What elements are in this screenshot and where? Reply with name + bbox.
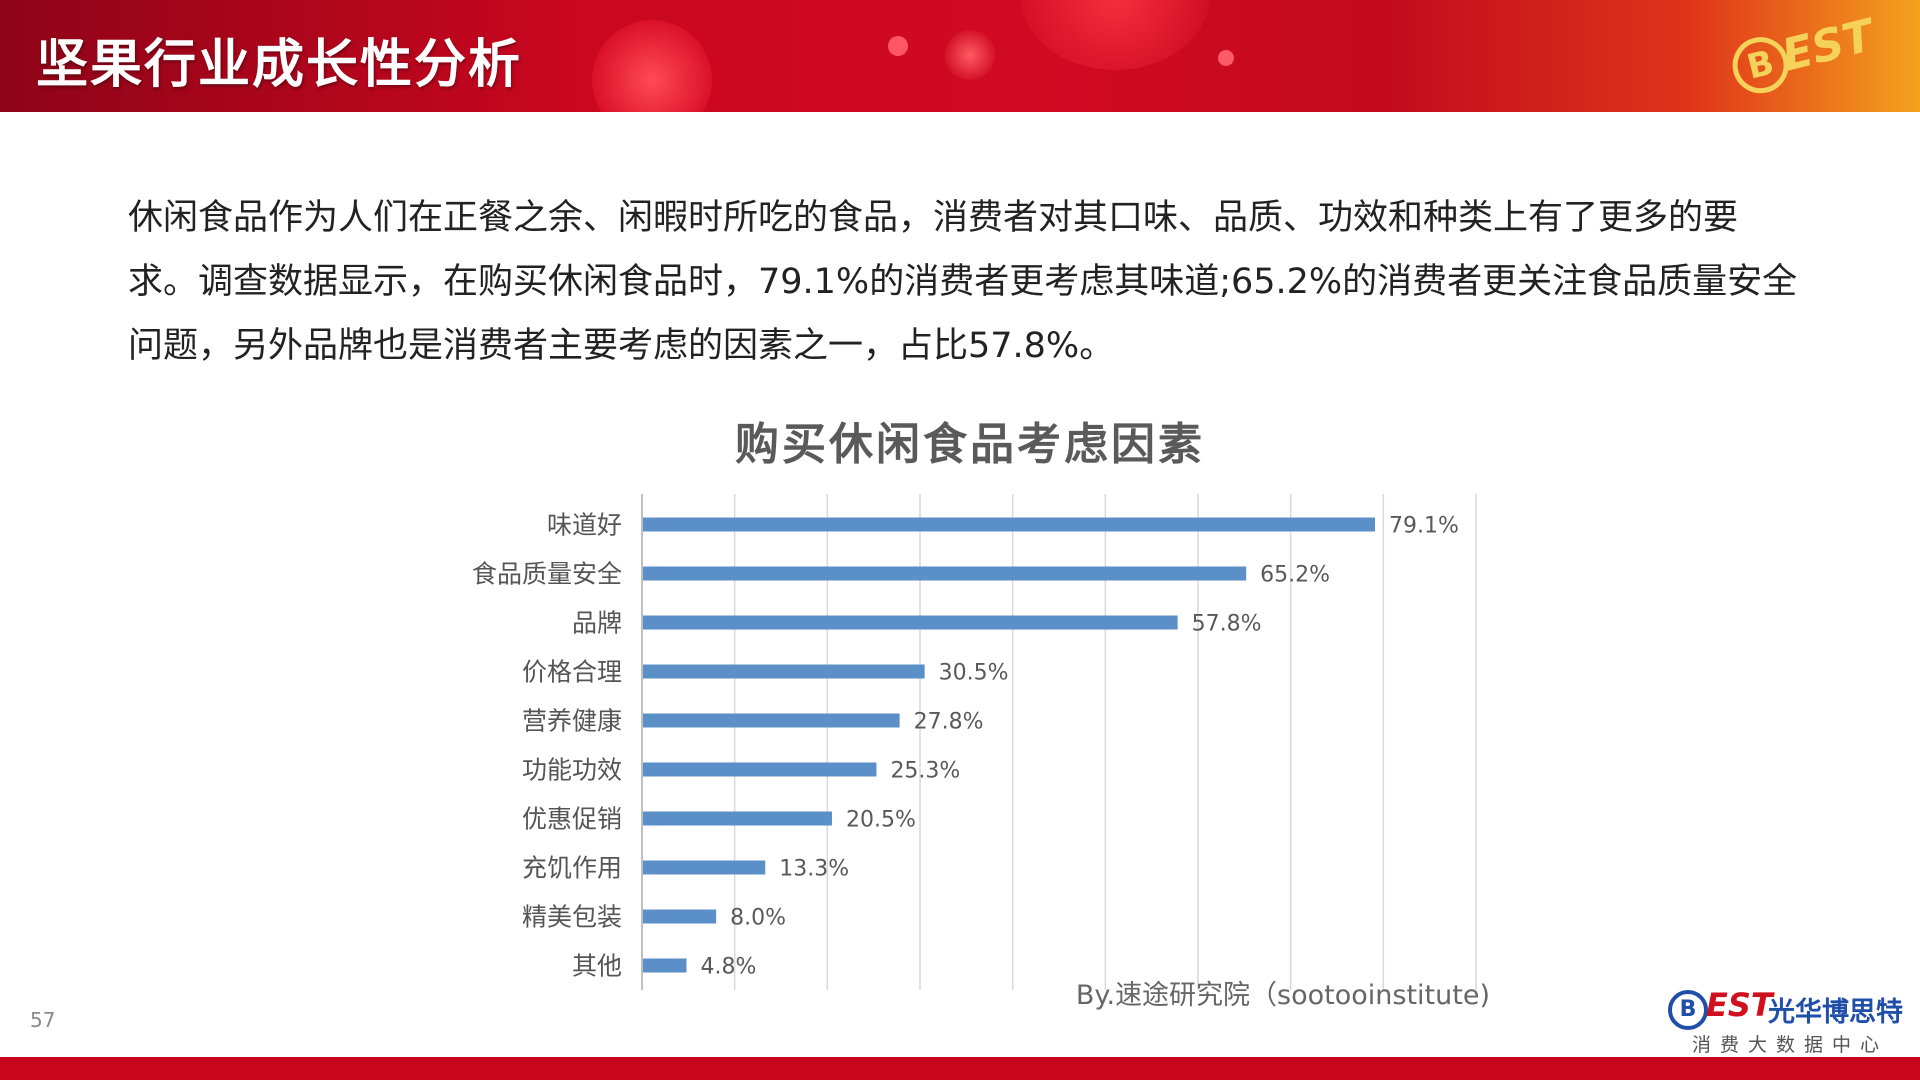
page-title: 坚果行业成长性分析 bbox=[36, 35, 523, 95]
bar bbox=[643, 958, 687, 973]
category-label: 品牌 bbox=[572, 609, 622, 638]
category-label: 其他 bbox=[572, 952, 622, 981]
value-label: 25.3% bbox=[890, 759, 960, 784]
bokeh-decoration bbox=[1020, 0, 1210, 70]
footer-bar bbox=[0, 1057, 1920, 1080]
bar bbox=[643, 909, 717, 924]
category-label: 优惠促销 bbox=[522, 805, 622, 834]
category-label: 充饥作用 bbox=[522, 854, 622, 883]
intro-paragraph: 休闲食品作为人们在正餐之余、闲暇时所吃的食品，消费者对其口味、品质、功效和种类上… bbox=[128, 198, 1798, 366]
category-label: 营养健康 bbox=[522, 707, 622, 736]
value-label: 79.1% bbox=[1389, 514, 1459, 539]
bar bbox=[643, 811, 832, 826]
value-label: 20.5% bbox=[846, 808, 916, 833]
logo-est-text: EST bbox=[1777, 10, 1879, 82]
bar bbox=[643, 615, 1178, 630]
bokeh-decoration bbox=[945, 30, 995, 80]
bar bbox=[643, 860, 766, 875]
brand-subtitle: 消费大数据中心 bbox=[1692, 1034, 1889, 1056]
value-label: 27.8% bbox=[914, 710, 984, 735]
page-number: 57 bbox=[30, 1008, 56, 1032]
bar bbox=[643, 664, 925, 679]
brand-name: 光华博思特 bbox=[1768, 997, 1903, 1028]
category-label: 食品质量安全 bbox=[472, 560, 622, 589]
value-label: 65.2% bbox=[1260, 563, 1330, 588]
bar bbox=[643, 762, 877, 777]
bar bbox=[643, 517, 1375, 532]
value-label: 4.8% bbox=[700, 955, 756, 980]
best-logo: B EST bbox=[1724, 0, 1886, 101]
header-banner: 坚果行业成长性分析 B EST bbox=[0, 0, 1920, 112]
bokeh-decoration bbox=[592, 20, 712, 112]
category-label: 精美包装 bbox=[522, 903, 622, 932]
bar bbox=[643, 713, 900, 728]
brand-b-icon: B bbox=[1668, 990, 1708, 1030]
category-label: 味道好 bbox=[547, 511, 622, 540]
value-label: 8.0% bbox=[730, 906, 786, 931]
brand-est-text: EST bbox=[1706, 986, 1773, 1024]
value-label: 57.8% bbox=[1192, 612, 1262, 637]
category-label: 价格合理 bbox=[522, 658, 622, 687]
bokeh-decoration bbox=[1218, 50, 1234, 66]
chart-title: 购买休闲食品考虑因素 bbox=[735, 419, 1205, 470]
bar-chart: 味道好 79.1% 食品质量安全 65.2% 品牌 57.8% 价格合理 30.5% 营养健康 2… bbox=[472, 494, 1490, 1011]
bokeh-decoration bbox=[888, 36, 908, 56]
chart-panel: 味道好 79.1% 食品质量安全 65.2% 品牌 57.8% 价格合理 30.5% 营养健康 2… bbox=[452, 392, 1494, 1024]
source-note: By.速途研究院（sootooinstitute) bbox=[1076, 980, 1490, 1011]
brand-logo: B EST 光华博思特 消费大数据中心 bbox=[1668, 986, 1908, 1056]
bar bbox=[643, 566, 1247, 581]
category-label: 功能功效 bbox=[522, 756, 622, 785]
value-label: 13.3% bbox=[779, 857, 849, 882]
value-label: 30.5% bbox=[939, 661, 1009, 686]
